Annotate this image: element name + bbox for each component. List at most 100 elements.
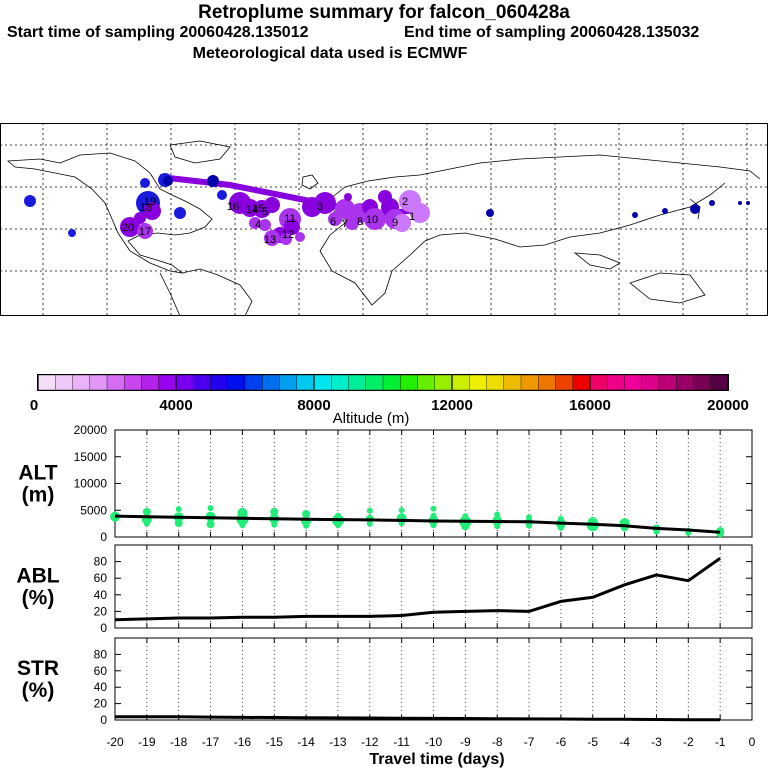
altitude-colorbar: 0 4000 8000 12000 16000 20000 Altitude (m) <box>30 374 749 427</box>
altitude-spread-point <box>239 522 246 529</box>
altitude-spread-point <box>557 524 564 531</box>
colorbar-ticks: 0 4000 8000 12000 16000 20000 <box>30 375 749 414</box>
series-line-str <box>115 715 721 722</box>
x-tick-label: -6 <box>556 735 567 749</box>
panel-label: (%) <box>22 587 55 610</box>
plume-circles <box>24 173 750 246</box>
plume-day-label: 6 <box>330 216 336 228</box>
panel-label: STR <box>17 657 59 680</box>
plume-day-label: 10 <box>366 214 378 226</box>
colorbar-label: Altitude (m) <box>333 410 410 427</box>
plume-day-label: 12 <box>282 229 294 241</box>
plume-circle <box>486 209 494 217</box>
plume-circle <box>174 207 186 219</box>
plume-circle <box>344 193 352 201</box>
panel-label: (%) <box>22 679 55 702</box>
colorbar-tick-label: 4000 <box>159 397 192 414</box>
plume-circle <box>314 192 336 214</box>
x-axis-label: Travel time (days) <box>369 751 504 768</box>
plume-day-label: 14 <box>246 204 258 216</box>
series-line-abl <box>114 557 721 622</box>
altitude-spread-point <box>430 505 437 512</box>
x-tick-label: -7 <box>524 735 535 749</box>
plume-circle <box>364 208 386 230</box>
x-tick-label: -17 <box>202 735 220 749</box>
x-tick-label: -10 <box>425 735 443 749</box>
plume-circle <box>264 230 280 246</box>
altitude-spread-point <box>430 522 437 529</box>
panel-label: ALT <box>18 462 57 485</box>
end-time-label: End time of sampling 20060428.135032 <box>404 24 700 41</box>
x-tick-label: -14 <box>297 735 315 749</box>
altitude-spread-point <box>526 522 533 529</box>
altitude-spread-point <box>270 507 279 516</box>
plume-circle <box>68 229 76 237</box>
plume-day-label: 19 <box>144 196 156 208</box>
plume-circle <box>284 219 300 235</box>
altitude-spread-point <box>174 519 183 528</box>
altitude-spread-point <box>206 520 215 529</box>
plume-day-label: 5 <box>262 206 268 218</box>
plume-circle <box>137 223 153 239</box>
plume-day-label: 18 <box>140 202 152 214</box>
y-tick-label: 0 <box>100 713 107 727</box>
plume-circle <box>120 217 140 237</box>
altitude-spread-point <box>271 521 278 528</box>
plume-day-label: 4 <box>255 219 261 231</box>
y-tick-label: 60 <box>94 571 108 585</box>
plume-circle <box>207 175 219 187</box>
x-tick-label: -16 <box>234 735 252 749</box>
x-tick-label: -15 <box>266 735 284 749</box>
y-tick-label: 10000 <box>74 477 108 491</box>
x-tick-label: -4 <box>619 735 630 749</box>
plume-circle <box>24 195 36 207</box>
x-tick-label: -18 <box>170 735 188 749</box>
plume-day-label: 20 <box>122 222 134 234</box>
y-tick-label: 0 <box>100 530 107 544</box>
altitude-spread-point <box>143 520 150 527</box>
plume-circle <box>746 201 750 205</box>
y-tick-label: 80 <box>94 555 108 569</box>
plume-circle <box>163 176 173 186</box>
y-tick-label: 5000 <box>80 503 107 517</box>
plume-day-label: 17 <box>139 226 151 238</box>
plume-circle <box>690 204 700 214</box>
x-tick-label: -12 <box>361 735 379 749</box>
altitude-spread-point <box>653 528 660 535</box>
x-tick-label: -3 <box>651 735 662 749</box>
plume-circle <box>217 190 227 200</box>
y-tick-label: 20 <box>94 604 108 618</box>
plume-day-label: 11 <box>284 213 295 225</box>
y-tick-label: 40 <box>94 680 108 694</box>
plume-circle <box>393 214 411 232</box>
colorbar-tick-label: 20000 <box>707 397 749 414</box>
plume-day-label: 15 <box>252 203 264 215</box>
plume-day-label: 13 <box>264 234 276 246</box>
altitude-spread-point <box>334 522 341 529</box>
x-tick-label: -11 <box>393 735 410 749</box>
x-tick-label: -1 <box>715 735 726 749</box>
altitude-spread-point <box>398 507 405 514</box>
altitude-spread-point <box>366 507 373 514</box>
altitude-spread-point <box>142 507 151 516</box>
plume-circle <box>280 233 292 245</box>
colorbar-cells <box>37 374 729 391</box>
x-tick-label: 0 <box>749 735 756 749</box>
plume-circle <box>249 217 261 229</box>
plume-circle <box>738 201 742 205</box>
x-tick-label: -13 <box>329 735 347 749</box>
plume-circle <box>410 203 430 223</box>
plume-circle <box>662 208 668 214</box>
start-time-label: Start time of sampling 20060428.135012 <box>7 24 309 41</box>
altitude-spread-point <box>175 506 182 513</box>
altitude-spread-point <box>366 520 373 527</box>
map-grid <box>0 123 768 316</box>
plume-circle <box>264 197 280 213</box>
plume-day-label: 1 <box>409 211 415 223</box>
coastlines <box>6 140 761 316</box>
y-tick-label: 20000 <box>74 423 108 437</box>
panel-label: (m) <box>22 484 55 507</box>
plume-day-label: 9 <box>392 217 398 229</box>
